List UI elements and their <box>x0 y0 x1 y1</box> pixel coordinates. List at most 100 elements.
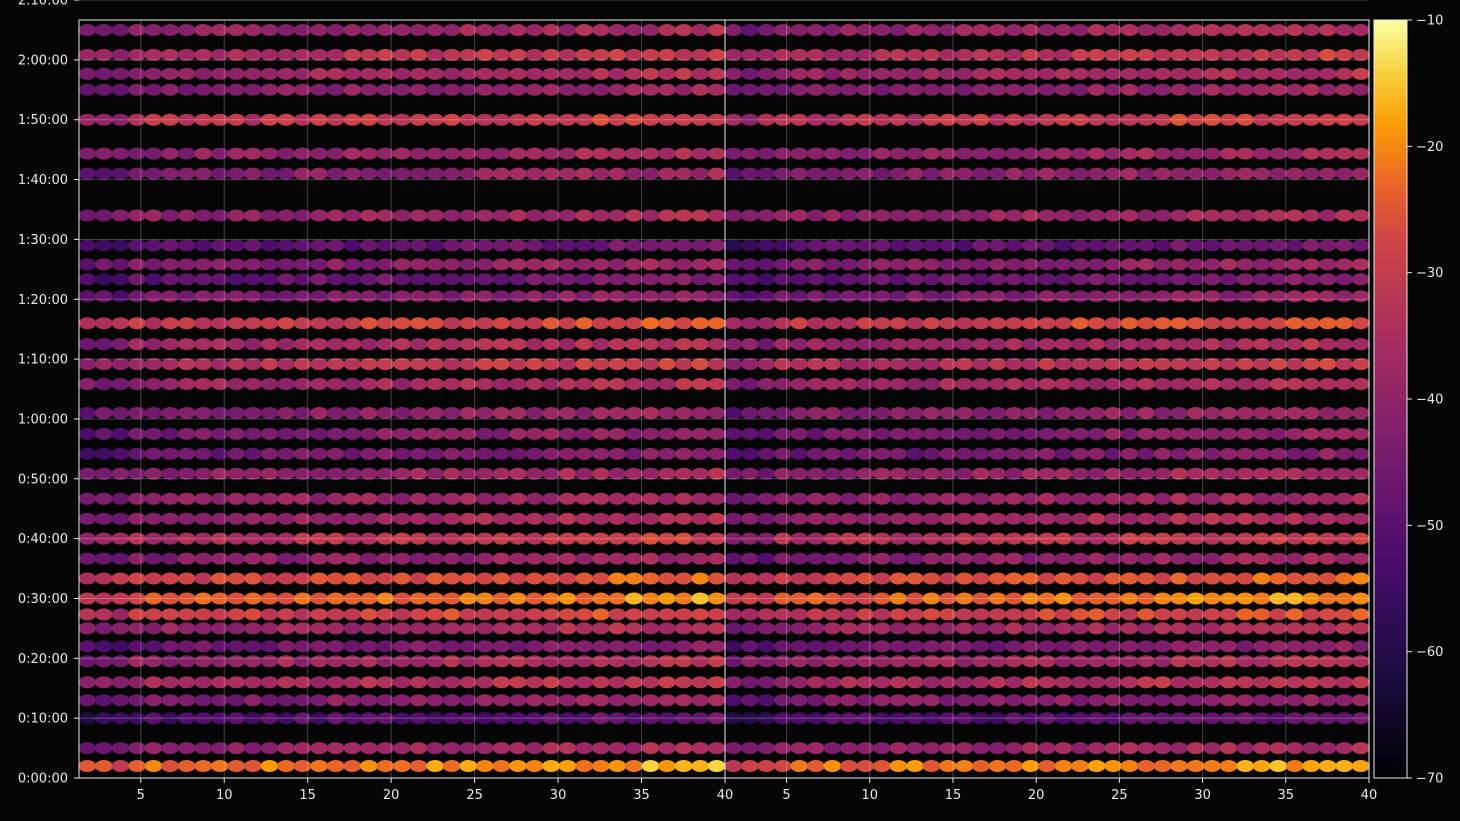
heatmap-cell <box>641 640 660 653</box>
heatmap-cell <box>1269 273 1288 286</box>
heatmap-cell <box>1087 592 1106 605</box>
heatmap-cell <box>542 24 560 36</box>
heatmap-cell <box>773 113 792 126</box>
heatmap-cell <box>558 712 577 725</box>
heatmap-cell <box>79 239 97 252</box>
heatmap-cell <box>111 532 130 545</box>
heatmap-cell <box>1203 640 1221 653</box>
heatmap-cell <box>492 622 511 635</box>
heatmap-cell <box>210 209 229 222</box>
heatmap-cell <box>326 273 345 286</box>
heatmap-cell <box>1071 338 1089 351</box>
heatmap-cell <box>475 358 494 371</box>
heatmap-cell <box>575 338 594 351</box>
heatmap-cell <box>492 467 511 480</box>
heatmap-cell <box>625 447 643 460</box>
heatmap-cell <box>625 24 643 36</box>
heatmap-cell <box>525 655 544 668</box>
heatmap-cell <box>922 512 941 525</box>
heatmap-cell <box>459 338 478 351</box>
heatmap-cell <box>227 694 246 707</box>
heatmap-cell <box>244 742 262 755</box>
heatmap-cell <box>277 167 295 180</box>
heatmap-cell <box>509 147 527 160</box>
heatmap-cell <box>1087 532 1106 545</box>
heatmap-cell <box>1269 532 1288 545</box>
heatmap-cell <box>922 407 941 419</box>
heatmap-cell <box>310 427 329 440</box>
heatmap-cell <box>1335 676 1354 689</box>
heatmap-cell <box>1104 67 1122 80</box>
heatmap-cell <box>177 48 196 61</box>
heatmap-cell <box>1219 467 1238 480</box>
heatmap-cell <box>740 358 759 371</box>
heatmap-cell <box>111 467 130 480</box>
heatmap-cell <box>889 552 908 565</box>
heatmap-cell <box>244 258 262 271</box>
heatmap-cell <box>1021 552 1040 565</box>
heatmap-cell <box>740 676 759 689</box>
heatmap-cell <box>1153 258 1172 271</box>
heatmap-cell <box>393 742 411 755</box>
heatmap-cell <box>1203 447 1221 460</box>
heatmap-cell <box>1318 113 1337 126</box>
heatmap-cell <box>725 742 743 755</box>
heatmap-cell <box>260 24 279 36</box>
heatmap-cell <box>326 712 345 725</box>
heatmap-cell <box>1038 407 1056 419</box>
heatmap-cell <box>260 655 279 668</box>
heatmap-cell <box>227 338 246 351</box>
heatmap-cell <box>707 317 725 330</box>
heatmap-cell <box>906 608 924 621</box>
heatmap-cell <box>1203 147 1221 160</box>
heatmap-cell <box>658 592 676 605</box>
heatmap-cell <box>873 83 891 96</box>
heatmap-cell <box>906 358 924 371</box>
heatmap-cell <box>79 760 97 772</box>
heatmap-cell <box>856 592 875 605</box>
heatmap-cell <box>1087 147 1106 160</box>
heatmap-cell <box>1335 258 1354 271</box>
heatmap-cell <box>459 67 478 80</box>
heatmap-cell <box>740 209 759 222</box>
heatmap-cell <box>1203 167 1221 180</box>
heatmap-cell <box>658 48 676 61</box>
heatmap-cell <box>525 147 544 160</box>
heatmap-cell <box>542 83 560 96</box>
colorbar-tick-label: −30 <box>1416 266 1443 281</box>
heatmap-cell <box>1054 532 1073 545</box>
heatmap-cell <box>1170 290 1188 303</box>
heatmap-cell <box>641 239 660 252</box>
heatmap-cell <box>707 655 725 668</box>
heatmap-cell <box>260 492 279 505</box>
heatmap-cell <box>674 258 693 271</box>
heatmap-cell <box>988 67 1007 80</box>
heatmap-cell <box>144 338 163 351</box>
heatmap-cell <box>873 273 891 286</box>
heatmap-cell <box>823 258 842 271</box>
heatmap-cell <box>839 290 858 303</box>
heatmap-cell <box>1005 492 1023 505</box>
heatmap-cell <box>707 338 725 351</box>
heatmap-cell <box>525 532 544 545</box>
heatmap-cell <box>260 407 279 419</box>
heatmap-cell <box>310 760 329 772</box>
heatmap-cell <box>393 712 411 725</box>
heatmap-cell <box>111 640 130 653</box>
heatmap-cell <box>906 67 924 80</box>
heatmap-cell <box>310 147 329 160</box>
heatmap-cell <box>277 239 295 252</box>
heatmap-cell <box>658 492 676 505</box>
heatmap-cell <box>856 467 875 480</box>
heatmap-cell <box>1351 492 1369 505</box>
heatmap-cell <box>707 427 725 440</box>
heatmap-cell <box>79 24 97 36</box>
heatmap-cell <box>972 676 990 689</box>
heatmap-cell <box>1054 113 1073 126</box>
heatmap-cell <box>674 358 693 371</box>
heatmap-cell <box>806 338 825 351</box>
heatmap-cell <box>773 760 792 772</box>
heatmap-cell <box>873 608 891 621</box>
heatmap-cell <box>1120 676 1139 689</box>
heatmap-cell <box>939 83 957 96</box>
